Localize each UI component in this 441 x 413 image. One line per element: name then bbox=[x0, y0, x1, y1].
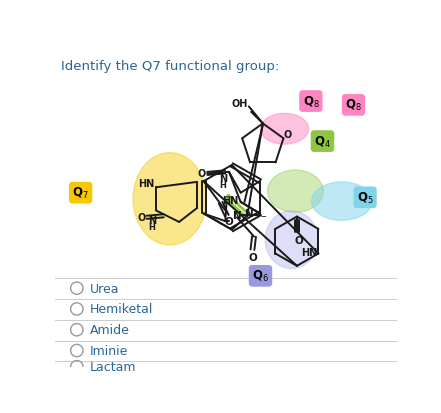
Text: HN: HN bbox=[138, 179, 155, 189]
Text: HN: HN bbox=[222, 195, 238, 205]
Text: Identify the Q7 functional group:: Identify the Q7 functional group: bbox=[61, 60, 280, 73]
Text: O: O bbox=[248, 253, 257, 263]
Text: Q$_7$: Q$_7$ bbox=[72, 186, 89, 201]
Text: Amide: Amide bbox=[90, 323, 130, 337]
Text: –: – bbox=[261, 211, 266, 221]
Text: H: H bbox=[219, 181, 226, 190]
Text: N: N bbox=[219, 173, 227, 184]
Text: OH: OH bbox=[232, 98, 248, 108]
Text: O: O bbox=[198, 169, 206, 179]
Text: Lactam: Lactam bbox=[90, 360, 137, 373]
Text: N: N bbox=[232, 211, 241, 221]
Text: N: N bbox=[148, 215, 156, 225]
Text: Q$_6$: Q$_6$ bbox=[252, 268, 269, 284]
Text: O: O bbox=[294, 235, 303, 245]
Text: Q$_5$: Q$_5$ bbox=[357, 190, 374, 205]
Text: O: O bbox=[137, 213, 145, 223]
Text: HN: HN bbox=[301, 247, 317, 257]
Ellipse shape bbox=[261, 114, 309, 145]
Text: O: O bbox=[283, 130, 292, 140]
Text: Q$_4$: Q$_4$ bbox=[314, 134, 331, 149]
Ellipse shape bbox=[268, 171, 323, 213]
Ellipse shape bbox=[312, 183, 372, 221]
Text: Iminie: Iminie bbox=[90, 344, 128, 357]
Text: O: O bbox=[225, 217, 234, 227]
Text: Urea: Urea bbox=[90, 282, 120, 295]
Text: Q$_8$: Q$_8$ bbox=[345, 98, 362, 113]
Text: H: H bbox=[149, 223, 155, 232]
Text: Q$_8$: Q$_8$ bbox=[303, 94, 319, 109]
Ellipse shape bbox=[133, 153, 207, 245]
Text: Hemiketal: Hemiketal bbox=[90, 303, 153, 316]
Ellipse shape bbox=[265, 211, 318, 269]
Text: N: N bbox=[244, 208, 253, 218]
